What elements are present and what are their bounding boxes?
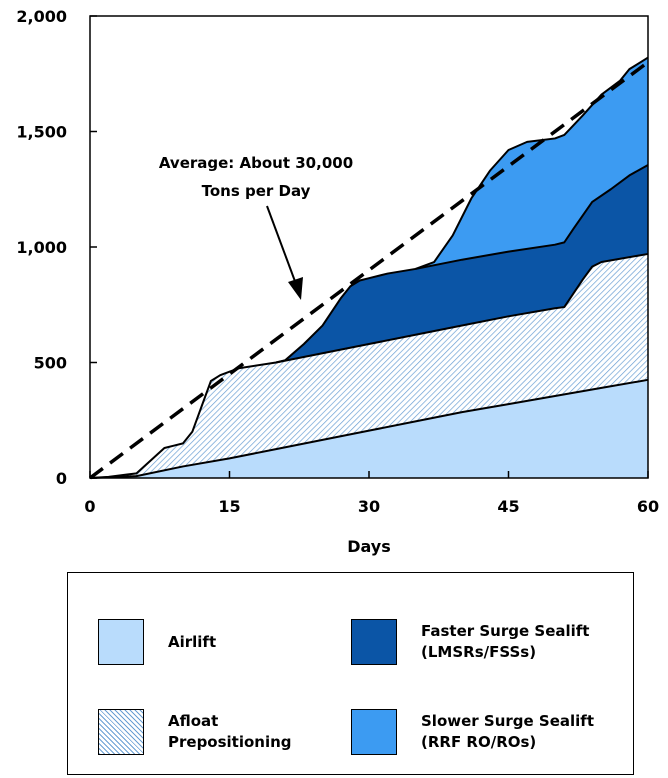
x-axis-label: Days <box>347 537 391 556</box>
annotation-line-2: Tons per Day <box>202 182 311 200</box>
y-tick-label: 1,000 <box>16 238 67 257</box>
legend-swatch-slower-surge-sealift <box>351 709 397 755</box>
legend: Airlift Faster Surge Sealift (LMSRs/FSSs… <box>67 572 634 775</box>
x-tick-label: 60 <box>637 497 659 516</box>
x-axis-ticks: 0 15 30 45 60 <box>84 471 659 516</box>
annotation-arrow-shaft <box>266 205 297 285</box>
trend-annotation: Average: About 30,000 Tons per Day <box>159 154 353 300</box>
legend-item-slower-surge-sealift: Slower Surge Sealift (RRF RO/ROs) <box>351 709 594 755</box>
y-tick-label: 500 <box>34 354 67 373</box>
annotation-line-1: Average: About 30,000 <box>159 154 353 172</box>
annotation-arrow-head <box>288 277 303 300</box>
outline-airlift <box>89 378 649 479</box>
legend-swatch-afloat-prepositioning <box>98 709 144 755</box>
area-afloat-prepositioning <box>90 253 648 478</box>
average-trend-line <box>88 60 650 480</box>
legend-item-airlift: Airlift <box>98 619 216 665</box>
legend-label-slower-surge-sealift: Slower Surge Sealift (RRF RO/ROs) <box>421 712 594 751</box>
legend-label-airlift: Airlift <box>168 632 217 651</box>
legend-swatch-faster-surge-sealift <box>351 619 397 665</box>
y-tick-label: 1,500 <box>16 123 67 142</box>
x-tick-label: 0 <box>84 497 95 516</box>
x-tick-label: 30 <box>358 497 380 516</box>
legend-item-faster-surge-sealift: Faster Surge Sealift (LMSRs/FSSs) <box>351 619 589 665</box>
y-tick-label: 2,000 <box>16 7 67 26</box>
x-tick-label: 45 <box>497 497 519 516</box>
y-axis-ticks: 0 500 1,000 1,500 2,000 <box>16 7 97 488</box>
legend-item-afloat-prepositioning: Afloat Prepositioning <box>98 709 292 755</box>
outline-afloat-prepositioning <box>89 252 649 479</box>
area-slower-surge-sealift <box>415 57 648 269</box>
x-tick-label: 15 <box>218 497 240 516</box>
area-chart: 0 15 30 45 60 0 500 1,000 1,500 2,000 Days Avera… <box>16 7 659 556</box>
legend-swatch-airlift <box>98 619 144 665</box>
y-tick-label: 0 <box>56 469 67 488</box>
legend-label-afloat-prepositioning: Afloat Prepositioning <box>168 712 292 751</box>
area-faster-surge-sealift <box>276 164 648 363</box>
legend-label-faster-surge-sealift: Faster Surge Sealift (LMSRs/FSSs) <box>421 622 590 661</box>
